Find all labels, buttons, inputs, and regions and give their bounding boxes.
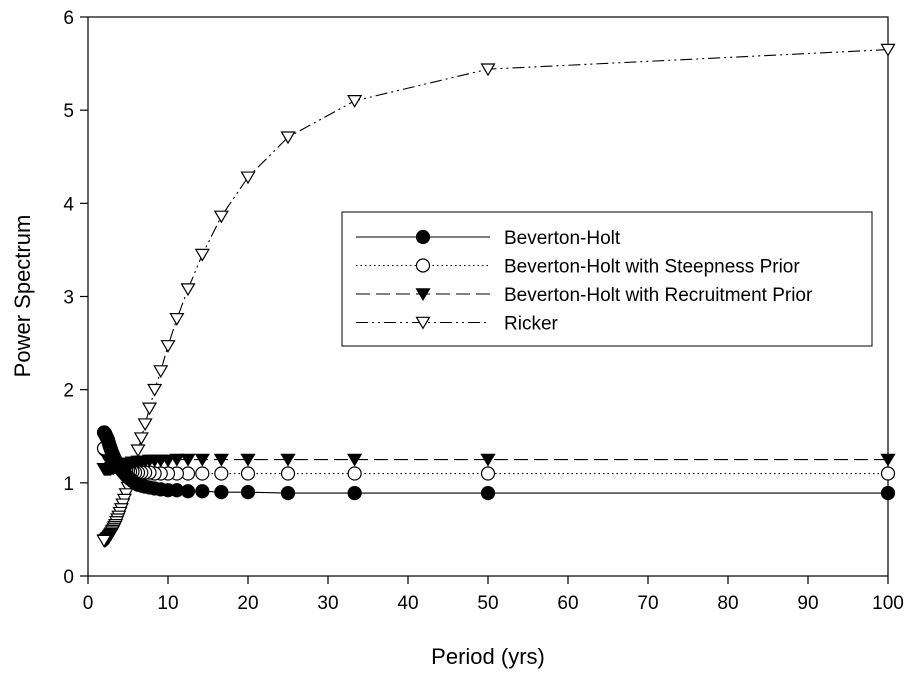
y-tick-label: 2 [63, 381, 74, 402]
data-point [160, 340, 176, 353]
legend: Beverton-Holt Beverton-Holt with Steepnes… [341, 211, 873, 347]
y-axis-title: Power Spectrum [10, 215, 35, 378]
data-point [880, 43, 896, 57]
y-tick-label: 6 [63, 8, 74, 29]
data-point [240, 466, 256, 481]
series-beverton-holt [96, 425, 896, 501]
data-point [180, 453, 196, 467]
data-point [347, 485, 362, 501]
data-point [280, 453, 296, 467]
data-point [240, 453, 256, 467]
data-point [347, 466, 362, 481]
y-tick-label: 0 [63, 567, 74, 588]
data-point [169, 313, 185, 326]
legend-label: Ricker [504, 314, 559, 335]
x-tick-label: 100 [872, 593, 904, 614]
data-point [280, 131, 296, 145]
series-beverton-holt-with-steepness-prior [96, 441, 896, 481]
y-tick-label: 4 [63, 194, 74, 215]
legend-marker [415, 316, 431, 330]
y-tick-label: 3 [63, 288, 74, 309]
data-point [194, 453, 210, 467]
data-point [147, 383, 163, 397]
x-tick-label: 90 [797, 593, 818, 614]
legend-marker [415, 258, 431, 273]
data-point [194, 248, 210, 262]
data-point [280, 466, 296, 481]
data-point [195, 484, 210, 499]
legend-label: Beverton-Holt with Recruitment Prior [504, 285, 813, 306]
x-tick-label: 50 [477, 593, 498, 614]
data-point [213, 210, 229, 224]
data-point [133, 432, 149, 446]
x-tick-label: 70 [637, 593, 658, 614]
data-point [214, 485, 229, 500]
x-tick-label: 80 [717, 593, 738, 614]
legend-label: Beverton-Holt with Steepness Prior [504, 257, 800, 278]
x-tick-label: 0 [83, 593, 94, 614]
data-point [214, 466, 229, 481]
x-tick-label: 60 [557, 593, 578, 614]
data-point [130, 444, 146, 458]
x-tick-label: 10 [157, 593, 178, 614]
data-point [280, 485, 296, 501]
x-tick-label: 40 [397, 593, 418, 614]
data-point [240, 171, 256, 185]
data-point [180, 283, 196, 297]
axes-layer: 0 10 20 30 40 50 60 70 80 90 100 0 1 2 3 4 5 6 [63, 8, 903, 614]
data-point [480, 485, 496, 501]
data-point [96, 534, 112, 548]
y-tick-label: 5 [63, 101, 74, 122]
data-point [480, 453, 496, 467]
data-point [347, 453, 363, 467]
y-tick-label: 1 [63, 474, 74, 495]
x-axis-title: Period (yrs) [431, 644, 545, 669]
data-point [96, 425, 112, 440]
legend-label: Beverton-Holt [504, 228, 621, 249]
data-point [240, 485, 256, 500]
data-point [480, 63, 496, 77]
data-point [480, 466, 496, 481]
data-point [347, 95, 363, 108]
data-point [96, 463, 112, 476]
legend-marker [415, 229, 431, 245]
data-point [153, 365, 169, 379]
x-tick-label: 30 [317, 593, 338, 614]
data-point [213, 453, 229, 467]
legend-box [341, 211, 873, 347]
data-point [880, 466, 896, 481]
data-point [880, 453, 896, 467]
data-point [880, 485, 896, 501]
data-point [137, 418, 153, 432]
data-point [195, 466, 210, 481]
legend-marker [415, 288, 431, 302]
x-tick-label: 20 [237, 593, 258, 614]
series-layer [96, 43, 896, 548]
data-point [141, 402, 158, 416]
